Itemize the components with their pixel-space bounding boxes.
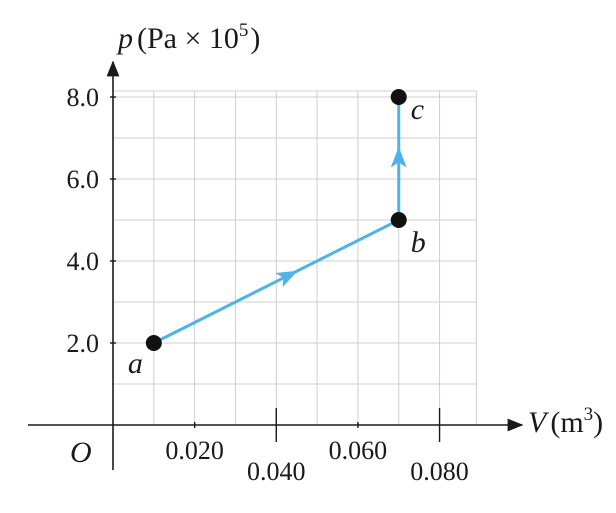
y-tick-label: 2.0 xyxy=(67,329,100,358)
axes xyxy=(28,60,524,470)
state-points: a b c xyxy=(128,89,426,380)
x-tick-label: 0.040 xyxy=(247,457,306,486)
y-tick-label: 8.0 xyxy=(67,83,100,112)
x-tick-label: 0.060 xyxy=(329,436,388,465)
point-label-c: c xyxy=(411,93,424,126)
point-label-a: a xyxy=(128,347,143,380)
process-path xyxy=(152,95,407,345)
point-b xyxy=(390,212,407,228)
x-tick-label: 0.080 xyxy=(410,457,469,486)
x-axis-label: V (m3) xyxy=(528,404,603,439)
x-tick-label: 0.020 xyxy=(165,436,224,465)
grid xyxy=(113,90,477,425)
direction-arrow xyxy=(390,146,407,168)
y-axis-label: p (Pa × 105) xyxy=(116,20,260,55)
direction-arrow xyxy=(275,270,298,288)
y-tick-label: 6.0 xyxy=(67,165,100,194)
point-a xyxy=(145,335,162,351)
point-label-b: b xyxy=(411,226,426,259)
origin-label: O xyxy=(70,436,92,469)
ticks: 2.0 4.0 6.0 8.0 0.020 0.040 0.060 0.080 xyxy=(67,83,469,486)
path-segment-ab xyxy=(152,218,401,345)
y-tick-label: 4.0 xyxy=(67,247,100,276)
point-c xyxy=(390,89,407,105)
